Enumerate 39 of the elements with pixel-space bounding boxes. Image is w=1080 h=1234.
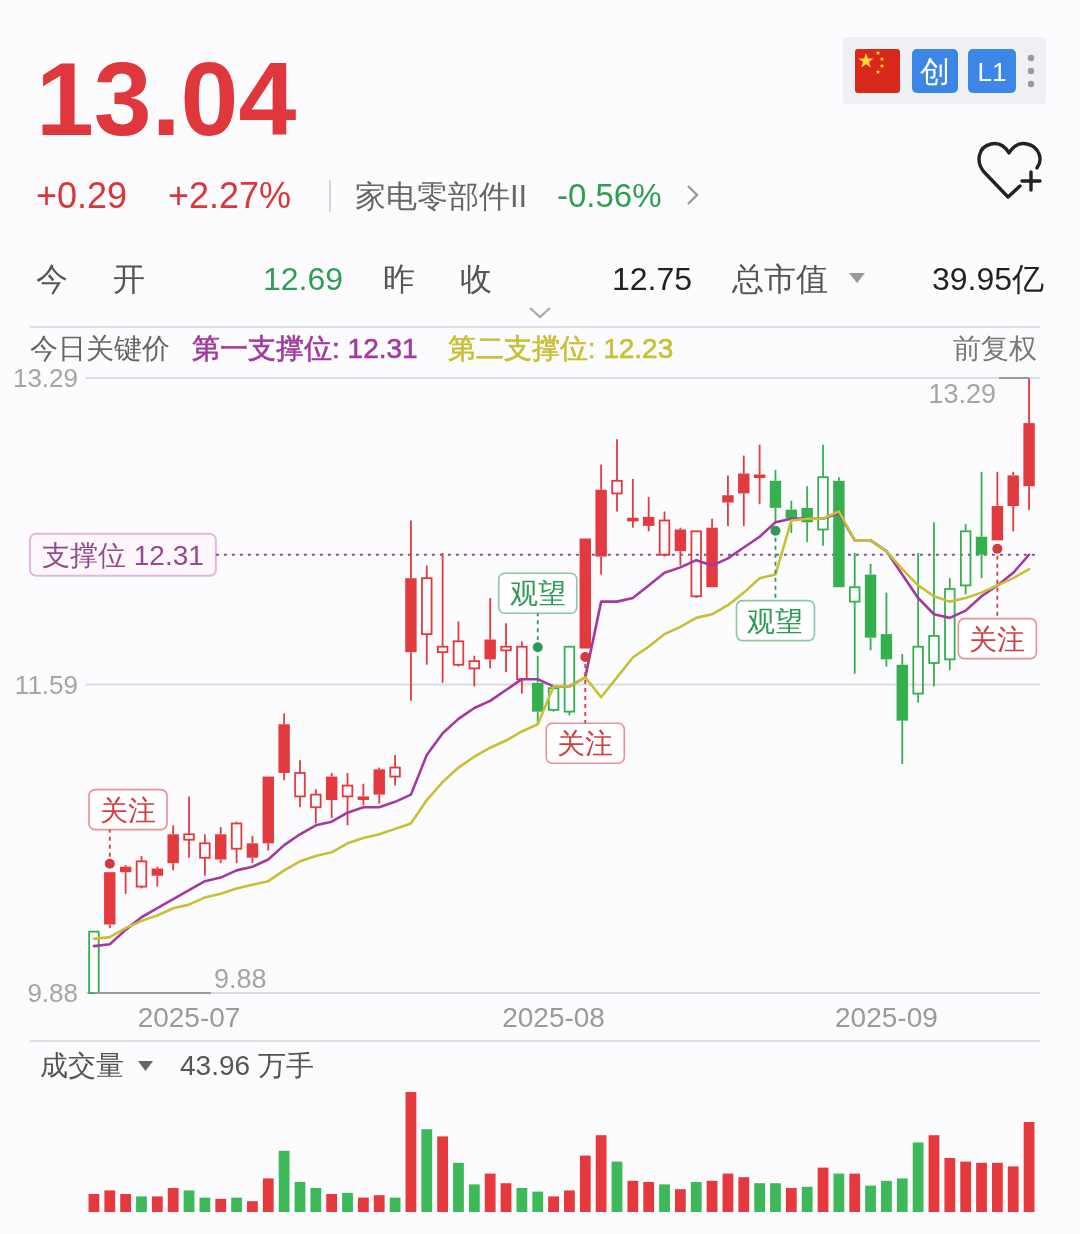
note-label: 观望 [735, 599, 816, 642]
annotation: 前复权 [953, 333, 1037, 364]
annotation: 关注 [100, 794, 156, 826]
annotation: -0.56% [557, 177, 662, 214]
annotation: 39.95亿 [931, 261, 1044, 297]
annotation: 昨 收 [383, 261, 492, 297]
annotation: 43.96 万手 [180, 1050, 314, 1081]
ytick: 13.29 [12, 363, 78, 393]
legend-title: 今日关键价 [30, 333, 170, 364]
annotation: 创 [920, 55, 950, 88]
annotation: +2.27% [168, 175, 292, 216]
annotation: 12.75 [612, 261, 693, 297]
note-label: 关注 [545, 722, 626, 765]
xtick: 2025-09 [835, 1002, 938, 1033]
note-extreme: 9.88 [213, 964, 267, 994]
legend-item: 第二支撑位: 12.23 [447, 333, 674, 364]
annotation: 家电零部件II [355, 179, 528, 214]
annotation: 关注 [969, 623, 1026, 655]
xtick: 2025-07 [137, 1002, 241, 1033]
note-label: 关注 [88, 788, 168, 831]
ref-line-label: 支撑位 12.31 [42, 539, 204, 571]
annotation: 12.69 [263, 261, 344, 297]
title: 成交量 [40, 1050, 124, 1081]
title: 13.04 [36, 41, 297, 157]
note-extreme: 13.29 [928, 379, 997, 409]
annotation: 观望 [509, 578, 566, 610]
xtick: 2025-08 [502, 1002, 605, 1033]
annotation: 今 开 [36, 261, 145, 297]
annotation: 关注 [557, 728, 614, 760]
ref-label: 支撑位 12.31 [29, 532, 217, 577]
note-label: 观望 [497, 572, 578, 615]
legend-item: 第一支撑位: 12.31 [192, 333, 418, 364]
annotation: +0.29 [36, 175, 128, 216]
annotation: L1 [977, 57, 1007, 87]
ytick: 11.59 [14, 669, 78, 700]
annotation: 观望 [747, 605, 804, 637]
ytick: 9.88 [27, 978, 78, 1008]
annotation: 总市值 [732, 261, 828, 297]
note-label: 关注 [957, 617, 1038, 660]
